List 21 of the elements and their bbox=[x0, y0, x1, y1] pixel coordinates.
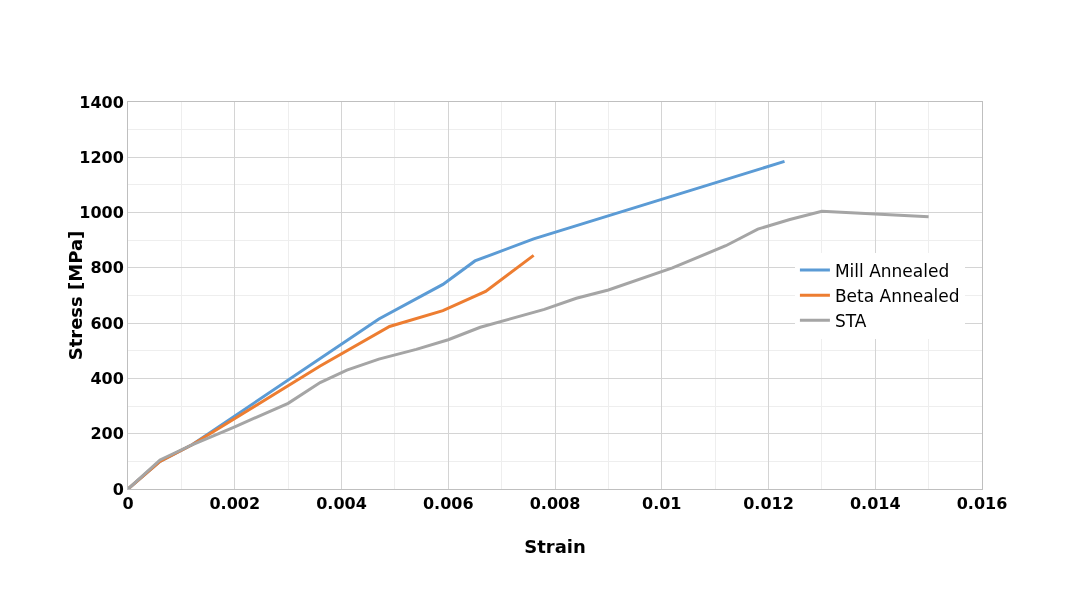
y-tick-label: 1000 bbox=[79, 203, 124, 223]
y-tick-label: 0 bbox=[112, 479, 124, 499]
legend-label: Mill Annealed bbox=[834, 260, 950, 281]
y-tick-label: 600 bbox=[90, 313, 124, 333]
legend-label: STA bbox=[834, 310, 867, 331]
x-tick-label: 0.014 bbox=[849, 494, 901, 514]
y-tick-label: 800 bbox=[90, 258, 124, 278]
y-tick-label: 1200 bbox=[79, 147, 124, 167]
x-tick-label: 0.016 bbox=[956, 494, 1008, 514]
x-tick-label: 0.01 bbox=[642, 494, 682, 514]
y-tick-label: 1400 bbox=[79, 92, 124, 112]
legend-label: Beta Annealed bbox=[834, 285, 960, 306]
x-tick-label: 0.006 bbox=[422, 494, 474, 514]
x-tick-label: 0.002 bbox=[209, 494, 261, 514]
x-tick-label: 0.004 bbox=[316, 494, 367, 514]
x-tick-label: 0.012 bbox=[743, 494, 794, 514]
x-tick-label: 0.008 bbox=[529, 494, 581, 514]
x-axis-title: Strain bbox=[524, 536, 586, 557]
y-tick-label: 400 bbox=[90, 369, 124, 389]
y-axis-title: Stress [MPa] bbox=[65, 230, 86, 361]
y-tick-label: 200 bbox=[90, 424, 124, 444]
